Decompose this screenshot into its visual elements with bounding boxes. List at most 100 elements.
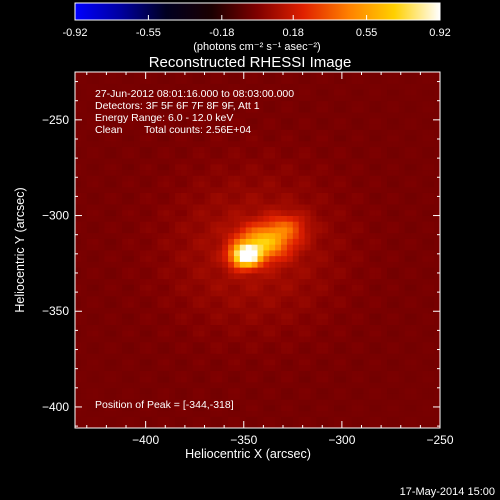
heatmap-cell	[186, 192, 194, 199]
heatmap-cell	[80, 221, 88, 228]
heatmap-cell	[163, 278, 170, 285]
heatmap-cell	[416, 232, 423, 239]
heatmap-cell	[251, 416, 258, 423]
heatmap-cell	[392, 198, 400, 205]
heatmap-cell	[257, 387, 264, 394]
heatmap-cell	[169, 347, 176, 354]
heatmap-cell	[263, 152, 270, 159]
heatmap-cell	[369, 341, 376, 349]
colorbar-gradient	[74, 2, 441, 21]
heatmap-cell	[263, 244, 270, 251]
heatmap-cell	[92, 364, 99, 371]
heatmap-cell	[163, 422, 170, 429]
heatmap-cell	[392, 89, 400, 96]
heatmap-cell	[275, 100, 282, 107]
heatmap-cell	[75, 393, 82, 400]
heatmap-cell	[357, 209, 364, 216]
heatmap-cell	[92, 370, 99, 377]
heatmap-cell	[263, 250, 270, 257]
heatmap-cell	[98, 359, 105, 366]
heatmap-cell	[398, 112, 406, 119]
heatmap-cell	[322, 295, 329, 303]
heatmap-cell	[363, 359, 370, 366]
heatmap-cell	[210, 261, 217, 268]
heatmap-cell	[281, 227, 288, 234]
heatmap-cell	[316, 181, 323, 188]
heatmap-cell	[228, 324, 235, 331]
heatmap-cell	[151, 140, 158, 148]
heatmap-cell	[369, 376, 376, 383]
heatmap-cell	[175, 416, 182, 423]
heatmap-cell	[75, 215, 82, 222]
heatmap-cell	[127, 284, 135, 291]
heatmap-cell	[269, 387, 276, 394]
heatmap-cell	[351, 393, 358, 400]
heatmap-cell	[416, 272, 423, 280]
heatmap-cell	[292, 284, 300, 291]
heatmap-cell	[375, 169, 382, 176]
heatmap-cell	[357, 341, 364, 349]
heatmap-cell	[281, 387, 288, 394]
heatmap-cell	[233, 204, 241, 211]
heatmap-cell	[163, 399, 170, 406]
heatmap-cell	[127, 215, 135, 222]
heatmap-cell	[163, 135, 170, 142]
heatmap-cell	[169, 221, 176, 228]
heatmap-cell	[298, 405, 305, 412]
heatmap-cell	[334, 169, 341, 176]
heatmap-cell	[398, 387, 406, 394]
heatmap-cell	[375, 112, 382, 119]
heatmap-cell	[239, 221, 247, 228]
heatmap-cell	[381, 250, 388, 257]
heatmap-cell	[387, 405, 394, 412]
heatmap-cell	[110, 405, 117, 412]
heatmap-cell	[239, 158, 247, 165]
heatmap-cell	[186, 100, 194, 107]
heatmap-cell	[75, 416, 82, 423]
heatmap-cell	[145, 422, 152, 429]
heatmap-cell	[198, 227, 205, 234]
heatmap-cell	[369, 209, 376, 216]
heatmap-cell	[428, 238, 435, 245]
heatmap-cell	[292, 399, 300, 406]
heatmap-cell	[92, 106, 99, 113]
heatmap-cell	[92, 140, 99, 148]
heatmap-cell	[157, 117, 164, 125]
heatmap-cell	[75, 169, 82, 176]
heatmap-cell	[381, 146, 388, 153]
heatmap-cell	[334, 106, 341, 113]
heatmap-cell	[192, 83, 200, 90]
heatmap-cell	[434, 146, 441, 153]
heatmap-cell	[275, 123, 282, 130]
heatmap-cell	[192, 330, 200, 337]
heatmap-cell	[422, 186, 429, 193]
heatmap-cell	[86, 94, 94, 102]
heatmap-cell	[116, 301, 123, 308]
heatmap-cell	[375, 152, 382, 159]
heatmap-cell	[363, 123, 370, 130]
heatmap-cell	[239, 278, 247, 285]
heatmap-cell	[145, 89, 152, 96]
heatmap-cell	[398, 347, 406, 354]
heatmap-cell	[422, 209, 429, 216]
heatmap-cell	[339, 387, 347, 394]
heatmap-cell	[110, 370, 117, 377]
heatmap-cell	[363, 209, 370, 216]
heatmap-cell	[257, 336, 264, 343]
heatmap-cell	[186, 410, 194, 417]
heatmap-cell	[310, 158, 317, 165]
heatmap-cell	[104, 410, 111, 417]
heatmap-cell	[151, 250, 158, 257]
heatmap-cell	[210, 94, 217, 102]
heatmap-cell	[251, 250, 258, 257]
heatmap-cell	[298, 158, 305, 165]
heatmap-cell	[228, 290, 235, 297]
heatmap-cell	[328, 192, 335, 199]
heatmap-cell	[398, 198, 406, 205]
heatmap-cell	[169, 422, 176, 429]
heatmap-cell	[398, 405, 406, 412]
heatmap-cell	[381, 72, 388, 79]
heatmap-cell	[369, 186, 376, 193]
heatmap-cell	[210, 393, 217, 400]
heatmap-cell	[86, 83, 94, 90]
